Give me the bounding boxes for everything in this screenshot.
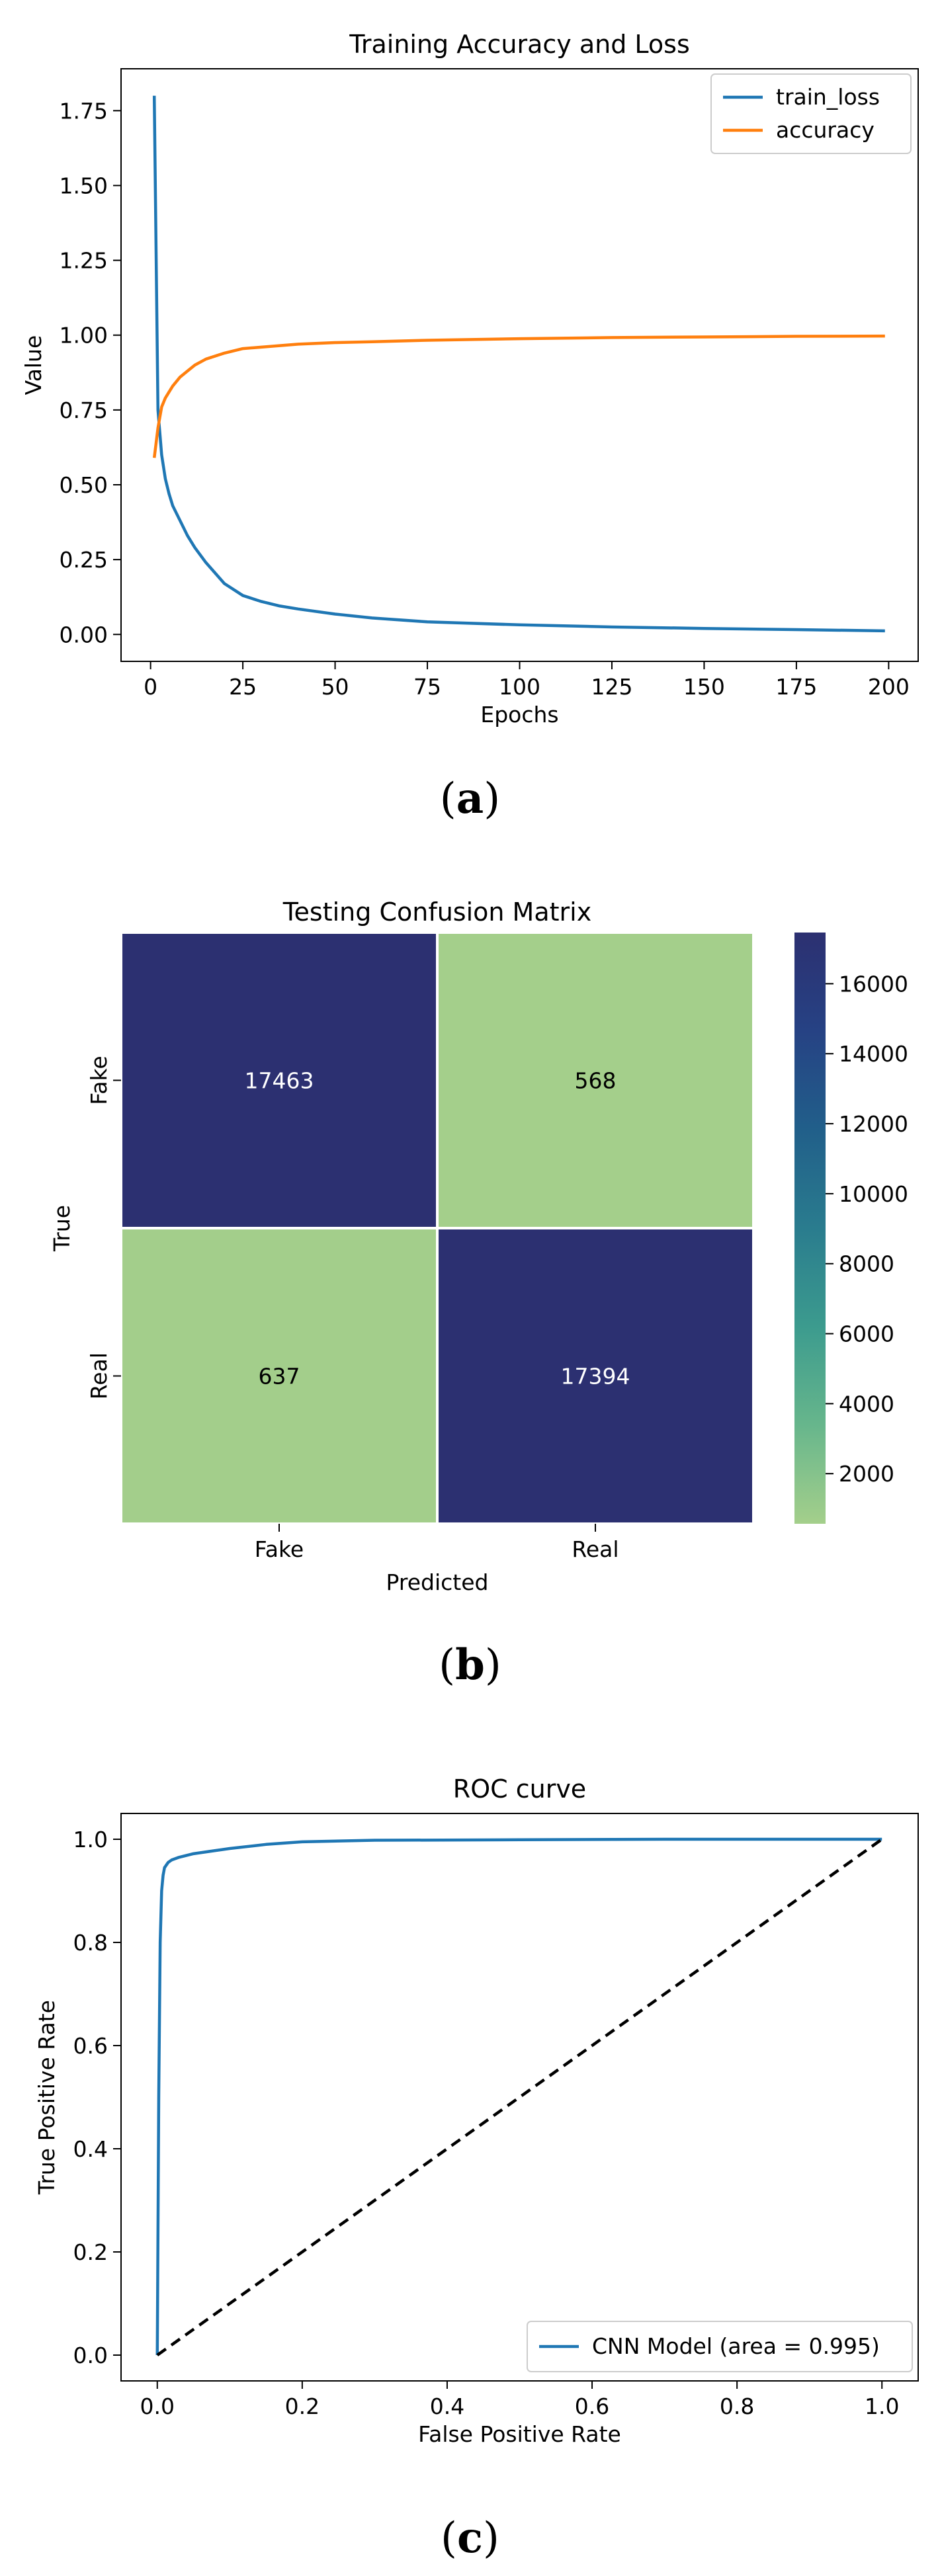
colorbar-tick-label: 6000 [839,1321,894,1347]
x-tick-label: 0.4 [430,2393,464,2419]
y-tick-label: 0.25 [60,547,108,573]
x-tick-label: 175 [775,674,817,700]
caption-a: (a) [439,774,501,823]
x-tick-label: 0.8 [720,2393,754,2419]
colorbar-tick-label: 10000 [839,1181,908,1207]
y-tick-label: 0.2 [73,2239,108,2265]
chart-title: ROC curve [453,1774,586,1804]
x-tick-label: 100 [499,674,540,700]
chart-title: Testing Confusion Matrix [282,897,591,927]
matrix-cell [120,1227,439,1525]
cell-value: 17463 [245,1068,314,1094]
legend-box [527,2321,913,2372]
y-axis-label: True Positive Rate [34,2000,60,2195]
x-tick-label: 0 [144,674,157,700]
caption-c: (c) [441,2513,499,2563]
x-tick-label: Fake [255,1536,304,1562]
panel-b: Testing Confusion Matrix 17463 568 637 17394… [0,880,940,1660]
colorbar-tick-label: 2000 [839,1461,894,1487]
x-tick-label: 0.6 [575,2393,609,2419]
legend-label: CNN Model (area = 0.995) [592,2333,880,2359]
y-tick-label: 0.4 [73,2136,108,2162]
x-tick-label: Real [572,1536,619,1562]
caption-b: (b) [439,1640,501,1690]
x-tick-label: 0.0 [140,2393,175,2419]
y-tick-label: Real [86,1352,112,1399]
matrix-cell [436,1227,755,1525]
colorbar-tick-label: 12000 [839,1111,908,1137]
cell-value: 568 [575,1068,617,1094]
roc-curve [155,1837,882,2356]
y-axis-label: Value [21,335,46,395]
y-tick-label: 1.0 [73,1827,108,1852]
legend-box [710,73,912,154]
x-tick-label: 0.2 [285,2393,320,2419]
y-tick-label: 1.25 [60,248,108,274]
cell-value: 17394 [561,1364,630,1390]
colorbar-tick-label: 8000 [839,1251,894,1277]
y-tick-label: 0.50 [60,472,108,498]
x-tick-label: 1.0 [865,2393,899,2419]
panel-c: ROC curve 0.0 0.2 0.4 0.6 0.8 1.0 0.0 0.2 0.4 0.6 0… [0,1746,940,2493]
y-tick-label: 0.0 [73,2343,108,2368]
x-tick-label: 75 [413,674,441,700]
training-chart: Training Accuracy and Loss 0 25 50 75 100 125 1… [21,30,919,727]
cell-value: 637 [259,1364,300,1390]
y-tick-label: 1.00 [60,323,108,349]
y-tick-label: 1.50 [60,173,108,198]
chance-line [156,1838,883,2356]
legend-label: train_loss [776,84,880,110]
chart-title: Training Accuracy and Loss [349,30,690,59]
series-line-accuracy [152,334,885,458]
y-axis-label: True [49,1205,75,1252]
x-axis-label: Epochs [480,702,558,727]
colorbar-tick-label: 4000 [839,1391,894,1417]
y-tick-label: 0.8 [73,1930,108,1956]
y-tick-label: Fake [86,1056,112,1104]
series-line-train_loss [152,95,885,633]
colorbar [794,933,826,1524]
y-tick-label: 0.6 [73,2033,108,2059]
colorbar-tick-label: 14000 [839,1041,908,1067]
confusion-matrix-chart: Testing Confusion Matrix 17463 568 637 17394… [49,897,908,1595]
plot-frame [120,1813,919,2382]
y-tick-label: 1.75 [60,98,108,124]
roc-chart: ROC curve 0.0 0.2 0.4 0.6 0.8 1.0 0.0 0.2 0.4 0.6 0… [34,1774,919,2447]
x-tick-label: 125 [591,674,632,700]
x-axis-label: False Positive Rate [418,2421,621,2447]
plot-frame [120,68,919,662]
y-tick-label: 0.75 [60,397,108,423]
legend-label: accuracy [776,117,875,143]
colorbar-tick-label: 16000 [839,971,908,997]
panel-a: Training Accuracy and Loss 0 25 50 75 100 125 1… [0,0,940,794]
x-axis-label: Predicted [386,1569,489,1595]
x-tick-label: 150 [683,674,725,700]
x-tick-label: 200 [868,674,910,700]
y-tick-label: 0.00 [60,622,108,647]
x-tick-label: 50 [321,674,349,700]
x-tick-label: 25 [229,674,257,700]
